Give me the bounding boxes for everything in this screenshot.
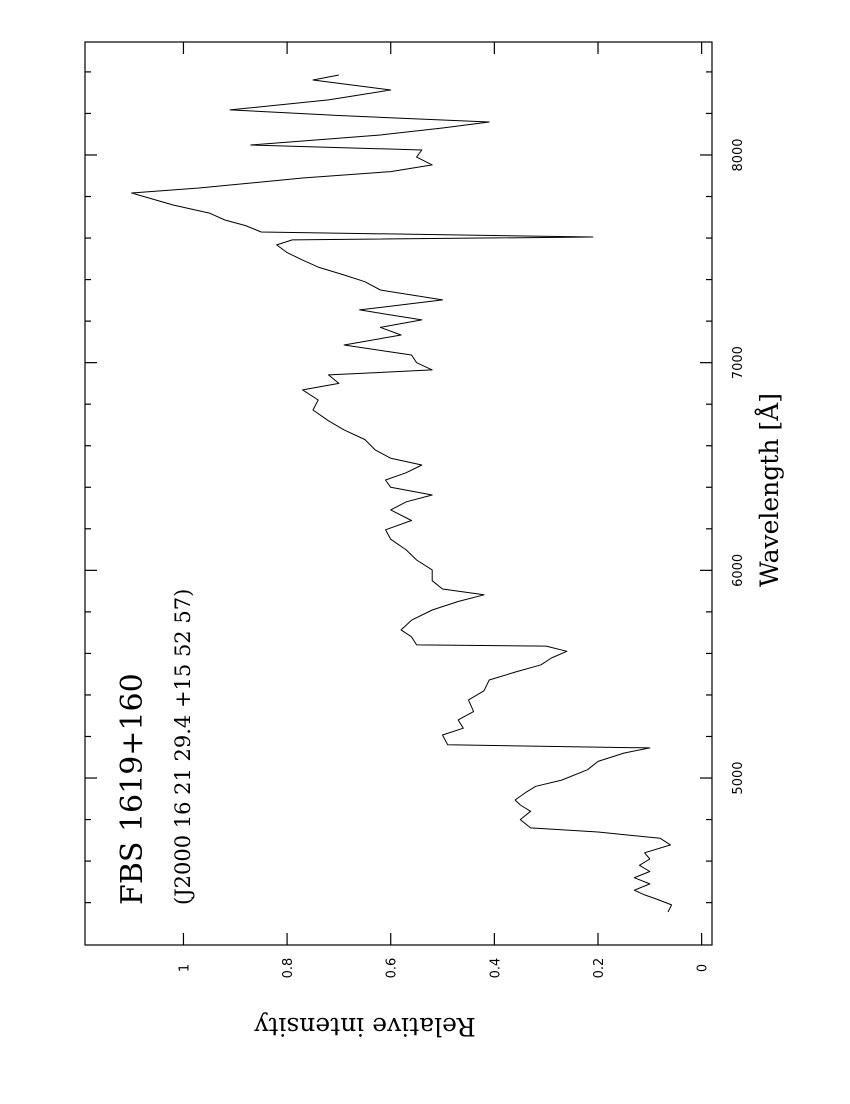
y-tick-label: 0 <box>696 964 711 972</box>
y-tick-label: 0.4 <box>488 958 503 979</box>
y-tick-label: 0.8 <box>281 958 296 979</box>
y-tick-label: 1 <box>177 964 192 972</box>
x-axis-label: Wavelength [Å] <box>754 393 784 587</box>
y-tick-label: 0.2 <box>592 958 607 979</box>
chart-subtitle: (J2000 16 21 29.4 +15 52 57) <box>171 589 195 905</box>
x-tick-label: 5000 <box>731 761 746 794</box>
x-tick-label: 7000 <box>731 346 746 379</box>
spectrum-line <box>131 74 673 913</box>
y-axis-label: Relative intensity <box>253 1012 475 1041</box>
plot-frame <box>84 41 713 946</box>
chart-title: FBS 1619+160 <box>115 673 150 905</box>
y-tick-label: 0.6 <box>385 958 400 979</box>
x-tick-label: 6000 <box>731 554 746 587</box>
x-tick-label: 8000 <box>731 138 746 171</box>
